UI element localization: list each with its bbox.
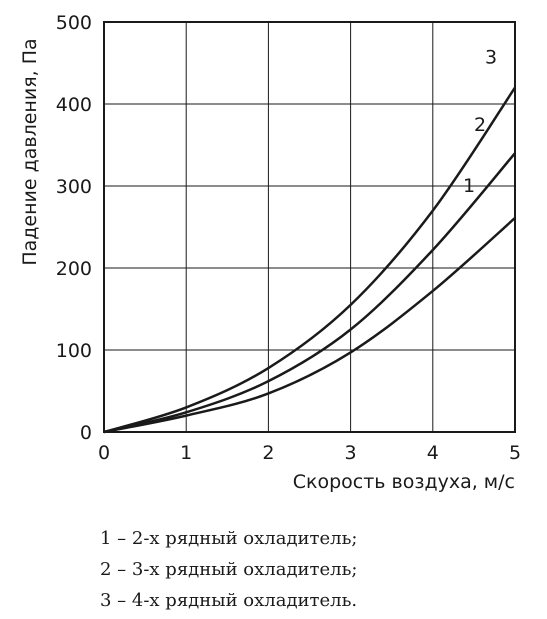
y-tick-label: 0: [80, 422, 92, 444]
x-axis-label: Скорость воздуха, м/с: [293, 471, 515, 493]
y-tick-label: 200: [56, 258, 92, 280]
curve-label-1: 1: [463, 175, 475, 197]
curve-2: [103, 152, 516, 434]
x-tick-label: 4: [427, 442, 439, 464]
legend-item: 1 – 2-х рядный охладитель;: [100, 528, 358, 549]
legend-item: 3 – 4-х рядный охладитель.: [100, 590, 358, 611]
x-tick-label: 5: [509, 442, 521, 464]
y-tick-label: 400: [56, 94, 92, 116]
x-tick-label: 3: [345, 442, 357, 464]
curve-label-2: 2: [474, 114, 486, 136]
x-tick-label: 1: [180, 442, 192, 464]
plot-frame: [103, 21, 516, 433]
legend: 1 – 2-х рядный охладитель; 2 – 3-х рядны…: [100, 523, 357, 616]
curve-3: [103, 86, 517, 434]
tick-labels: 0 1 2 3 4 5 0 100 200 300 400 500: [56, 12, 521, 464]
curve-label-3: 3: [485, 47, 497, 69]
legend-item: 2 – 3-х рядный охладитель;: [100, 559, 358, 580]
y-tick-label: 500: [56, 12, 92, 34]
x-tick-label: 2: [262, 442, 274, 464]
y-axis-label: Падение давления, Па: [19, 38, 41, 265]
curve-labels: 1 2 3: [463, 47, 497, 197]
pressure-drop-chart: 0 1 2 3 4 5 0 100 200 300 400 500 Скорость воздуха,…: [19, 12, 521, 493]
x-tick-label: 0: [98, 442, 110, 464]
y-tick-label: 300: [56, 176, 92, 198]
y-tick-label: 100: [56, 340, 92, 362]
curves: [103, 86, 517, 434]
curve-1: [103, 217, 516, 434]
